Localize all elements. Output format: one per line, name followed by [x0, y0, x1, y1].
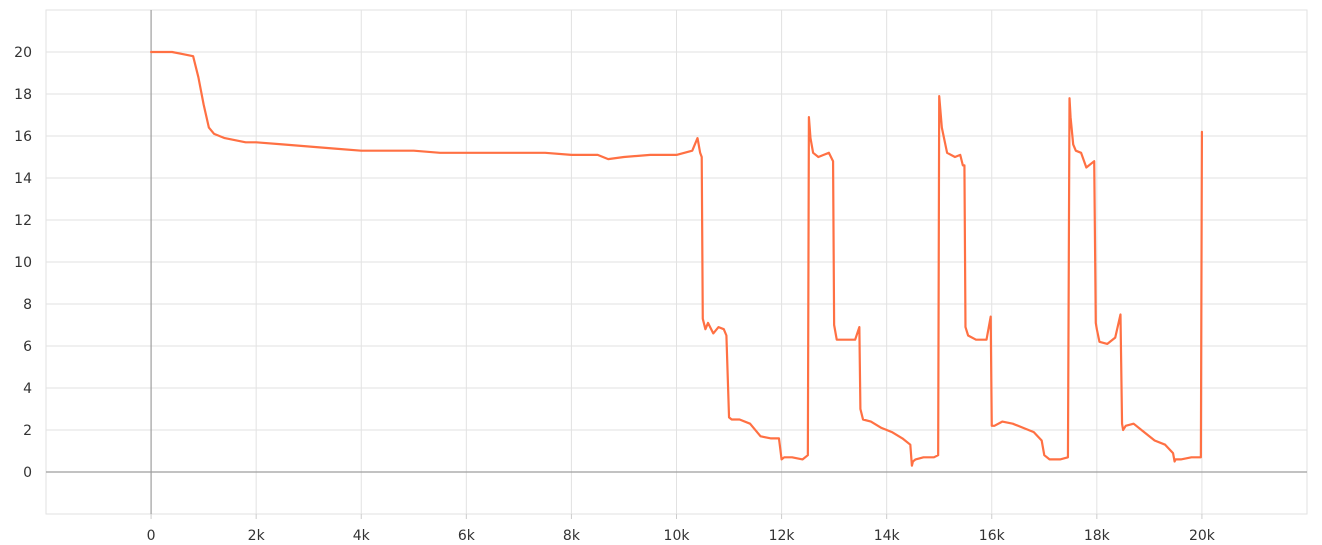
y-tick-label: 14: [14, 171, 32, 187]
x-tick-label: 4k: [353, 528, 371, 544]
y-tick-label: 4: [23, 381, 32, 397]
y-tick-label: 0: [23, 465, 32, 481]
series-line: [149, 50, 1204, 467]
y-tick-label: 18: [14, 87, 32, 103]
grid: [45, 9, 1308, 515]
y-tick-label: 8: [23, 297, 32, 313]
series-layer: [149, 50, 1204, 467]
x-tick-label: 8k: [563, 528, 581, 544]
tick-labels: 0 2k 4k 6k 8k 10k 12k 14k 16k 18k 20k 0 2 4 6 8 10 12 14 16…: [14, 45, 1216, 544]
x-tick-label: 12k: [769, 528, 796, 544]
y-tick-label: 6: [23, 339, 32, 355]
x-tick-label: 2k: [248, 528, 266, 544]
y-tick-label: 10: [14, 255, 32, 271]
y-tick-label: 2: [23, 423, 32, 439]
y-tick-label: 12: [14, 213, 32, 229]
x-tick-label: 14k: [874, 528, 901, 544]
x-tick-label: 10k: [664, 528, 691, 544]
y-tick-label: 20: [14, 45, 32, 61]
x-tick-label: 20k: [1189, 528, 1216, 544]
x-tick-label: 6k: [458, 528, 476, 544]
x-tick-label: 0: [147, 528, 156, 544]
x-tick-label: 16k: [979, 528, 1006, 544]
axes: [46, 10, 1307, 519]
x-tick-label: 18k: [1084, 528, 1111, 544]
y-tick-label: 16: [14, 129, 32, 145]
